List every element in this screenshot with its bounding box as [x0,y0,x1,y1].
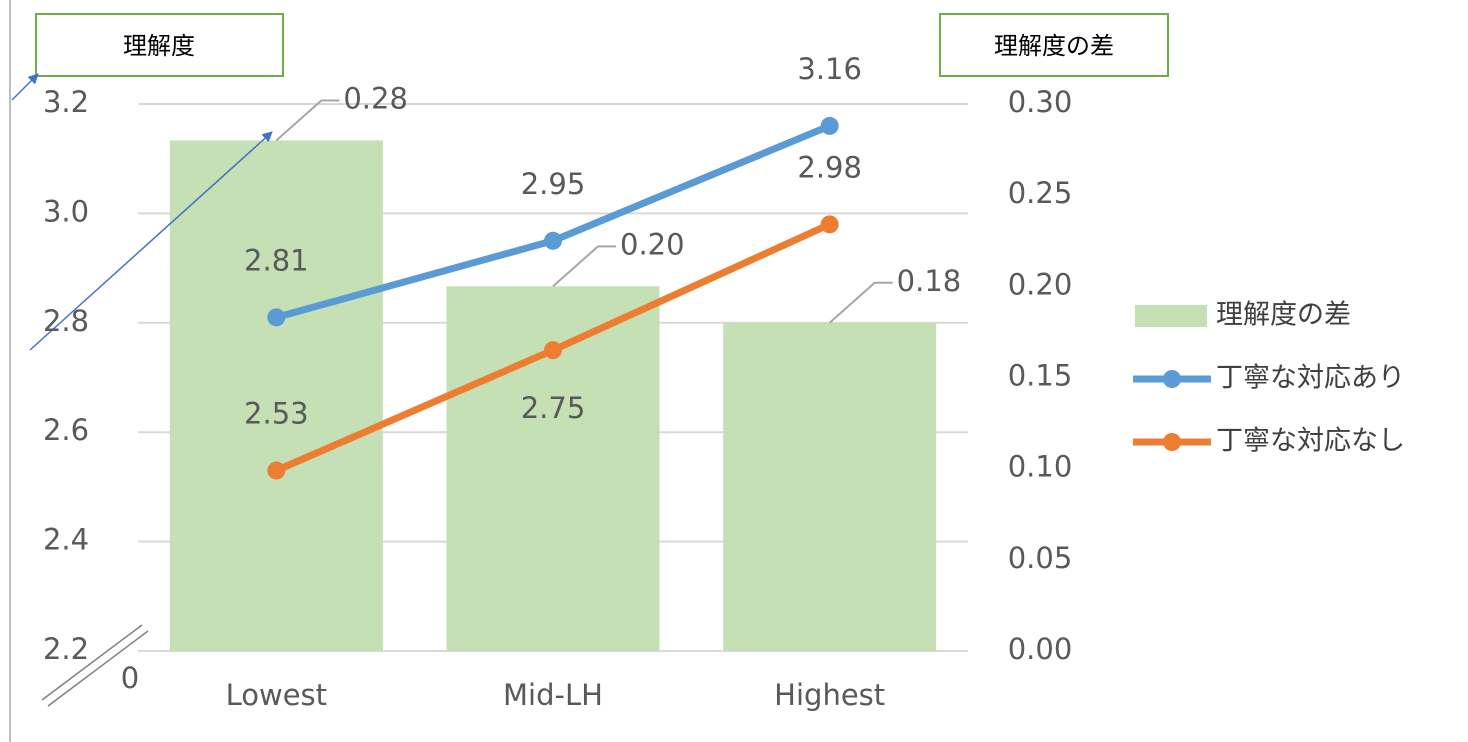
leader-line [829,281,893,324]
point [544,341,562,360]
axis-break [47,630,149,707]
point [267,461,286,480]
bar [169,140,383,651]
annotation: 理解度の差 [994,32,1114,60]
x-tick-label: Lowest [226,678,327,712]
y2-tick-label: 0.00 [1008,632,1073,666]
y2-tick-label: 0.05 [1008,541,1073,575]
y2-tick-label: 0.30 [1008,85,1073,119]
legend-swatch [1163,433,1181,451]
y2-tick-label: 0.20 [1008,267,1073,301]
data-label: 2.95 [521,167,586,201]
x-tick-label: Mid-LH [503,678,603,712]
axis-break [41,624,143,701]
legend-label: 丁寧な対応なし [1216,426,1405,457]
y-tick-label: 2.4 [43,523,89,557]
point [820,116,839,135]
data-label: 2.75 [521,391,586,425]
leader-line [552,245,616,288]
y-tick-label: 3.0 [43,194,89,228]
annotation-box [939,13,1169,77]
point [267,308,286,327]
data-label: 3.16 [797,52,862,86]
y2-tick-label: 0.25 [1008,176,1073,210]
y-tick-label: 2.2 [43,632,89,666]
data-label: 2.81 [244,243,309,277]
bar [446,286,660,651]
data-label: 2.53 [244,396,309,430]
annotation: 0 [121,661,139,695]
marks [169,99,937,651]
data-label: 0.18 [897,264,962,298]
x-tick-label: Highest [774,678,885,712]
y2-tick-label: 0.15 [1008,359,1073,393]
data-label: 0.28 [343,81,408,115]
legend-label: 理解度の差 [1216,300,1351,331]
y-tick-label: 2.8 [43,304,89,338]
point [544,231,562,250]
legend-swatch [1163,370,1181,388]
annotation-box [35,13,284,77]
arrow [29,131,273,351]
data-label: 0.20 [620,227,685,261]
data-label: 2.98 [797,150,862,184]
legend-label: 丁寧な対応あり [1216,363,1405,394]
y-tick-label: 3.2 [43,85,89,119]
y2-tick-label: 0.10 [1008,450,1073,484]
bar [723,322,937,651]
leader-line [275,99,340,142]
annotation: 理解度 [123,32,195,60]
legend-swatch [1135,305,1207,327]
arrow [11,73,39,101]
point [820,215,839,234]
y-tick-label: 2.6 [43,413,89,447]
